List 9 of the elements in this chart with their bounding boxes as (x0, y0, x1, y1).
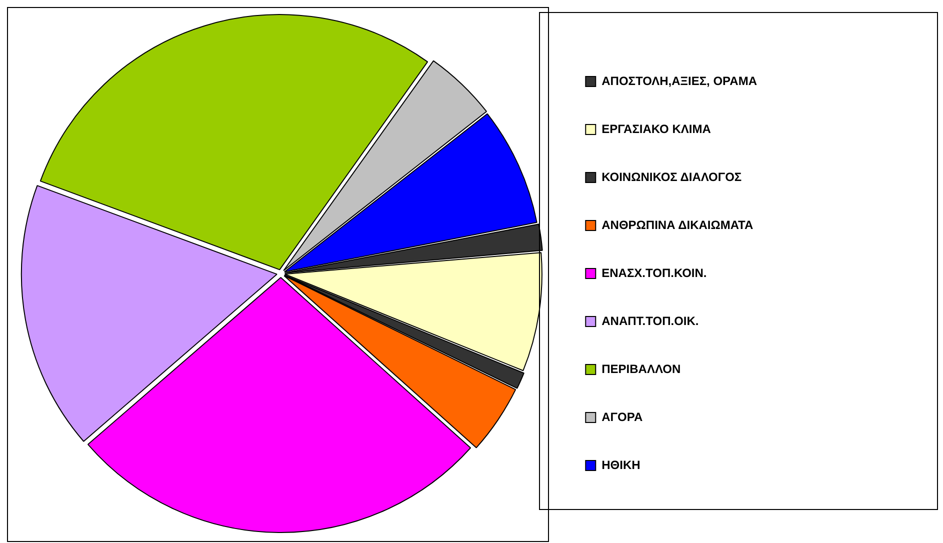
legend-label: ΕΝΑΣΧ.ΤΟΠ.ΚΟΙΝ. (602, 266, 707, 280)
legend-label: ΑΝΘΡΩΠΙΝΑ ΔΙΚΑΙΩΜΑΤΑ (602, 218, 754, 232)
legend-label: ΑΝΑΠΤ.ΤΟΠ.ΟΙΚ. (602, 314, 699, 328)
legend-label: ΕΡΓΑΣΙΑΚΟ ΚΛΙΜΑ (602, 122, 712, 136)
legend-label: ΚΟΙΝΩΝΙΚΟΣ ΔΙΑΛΟΓΟΣ (602, 170, 742, 184)
legend-label: ΗΘΙΚΗ (602, 458, 640, 472)
legend-label: ΑΠΟΣΤΟΛΗ,ΑΞΙΕΣ, ΟΡΑΜΑ (602, 74, 758, 88)
legend-label: ΑΓΟΡΑ (602, 410, 643, 424)
legend-label: ΠΕΡΙΒΑΛΛΟΝ (602, 362, 681, 376)
